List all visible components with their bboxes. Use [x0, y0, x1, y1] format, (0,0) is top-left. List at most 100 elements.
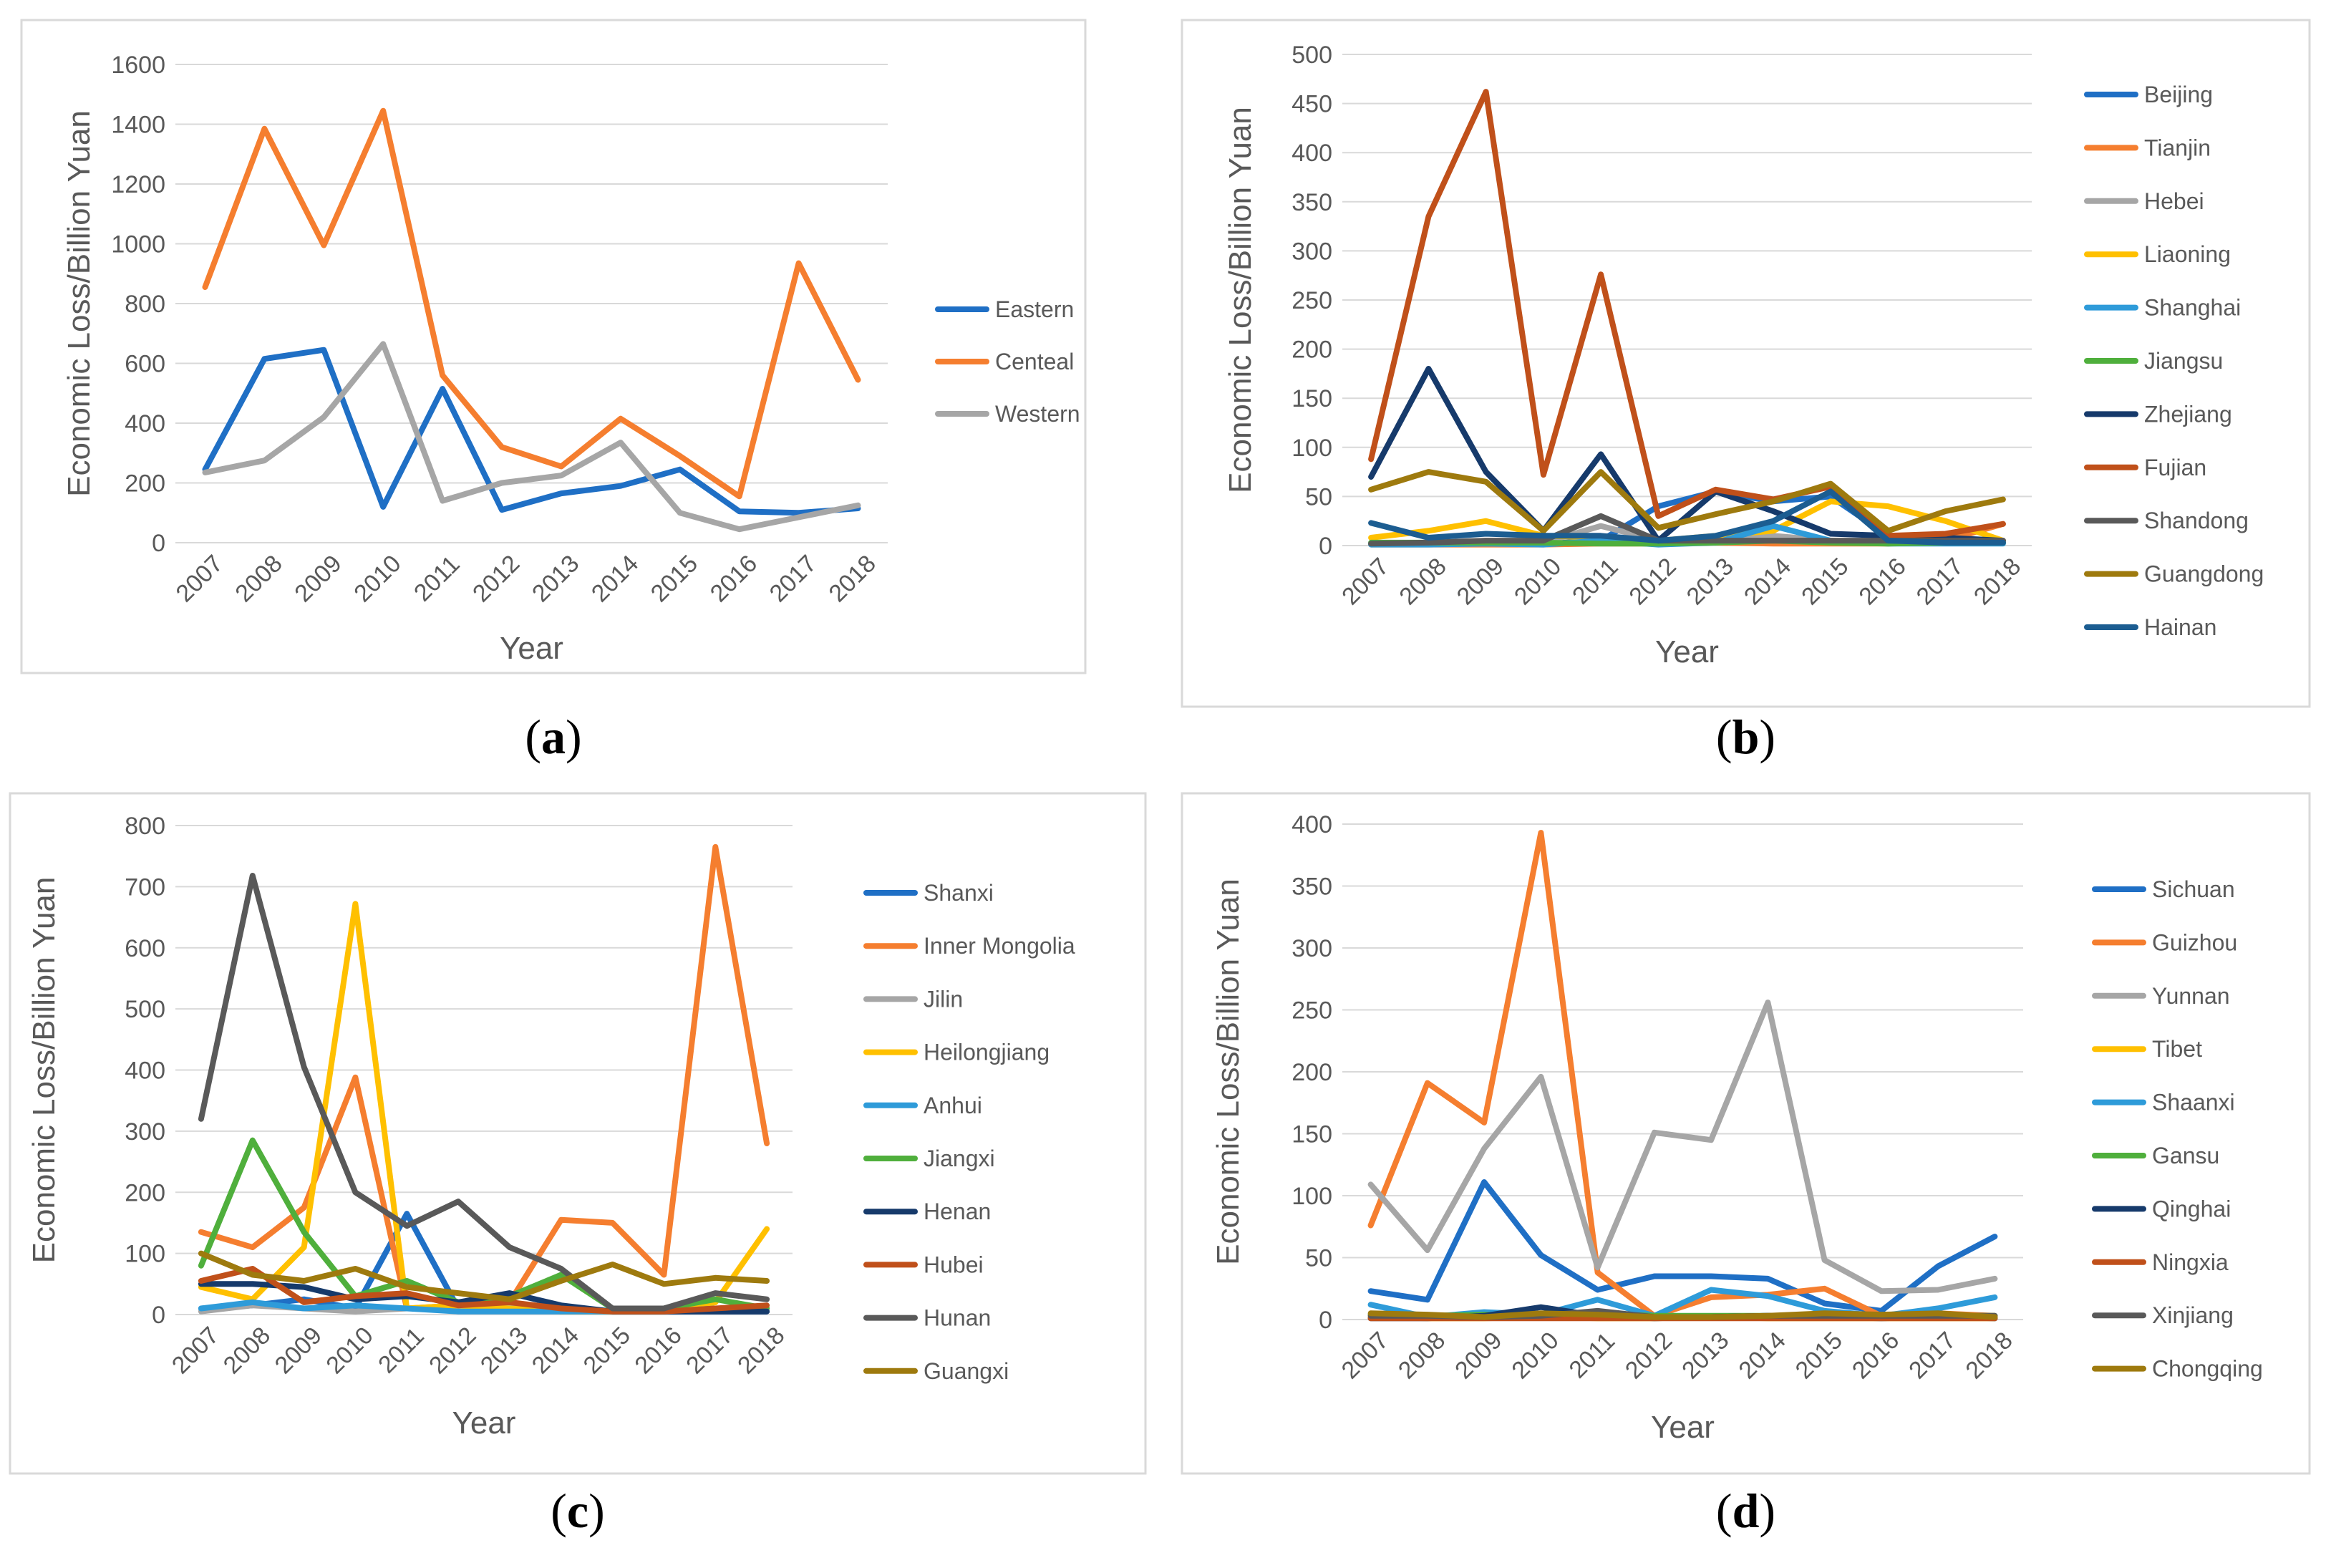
y-tick-label: 800	[125, 813, 165, 840]
legend-label: Jilin	[924, 986, 963, 1012]
y-tick-label: 400	[125, 410, 165, 437]
series-line-hubei	[198, 1266, 770, 1315]
y-tick-label: 350	[1292, 873, 1332, 901]
legend-label: Anhui	[924, 1093, 982, 1118]
legend-label: Chongqing	[2152, 1356, 2263, 1382]
series-line-chongqing	[1367, 1310, 1998, 1320]
y-tick-label: 400	[1292, 811, 1332, 838]
legend-label: Yunnan	[2152, 983, 2230, 1009]
y-tick-label: 0	[152, 530, 165, 557]
y-tick-label: 450	[1292, 91, 1332, 118]
y-tick-label: 100	[1292, 1183, 1332, 1210]
legend-label: Hunan	[924, 1305, 991, 1331]
series-line-guangdong	[1368, 469, 2006, 534]
chart-panel-d: 0501001502002503003504002007200820092010…	[1181, 792, 2311, 1475]
y-tick-label: 400	[125, 1058, 165, 1085]
legend-label: Fujian	[2144, 455, 2206, 480]
legend-label: Inner Mongolia	[924, 933, 1075, 959]
y-tick-label: 50	[1305, 483, 1332, 510]
x-axis-title: Year	[452, 1405, 516, 1441]
series-line-fujian	[1368, 89, 2006, 539]
legend-label: Heilongjiang	[924, 1040, 1050, 1065]
series-line-western	[202, 341, 861, 533]
series-line-guangxi	[198, 1250, 770, 1302]
y-tick-label: 700	[125, 873, 165, 901]
y-tick-label: 300	[1292, 935, 1332, 962]
panel-caption: (b)	[1716, 710, 1775, 764]
y-tick-label: 1000	[111, 231, 165, 258]
legend-label: Guizhou	[2152, 929, 2237, 955]
y-tick-label: 300	[1292, 238, 1332, 265]
legend-label: Zhejiang	[2144, 401, 2232, 427]
chart-border	[9, 792, 1147, 1475]
panel-caption: (a)	[525, 710, 581, 764]
y-tick-label: 1400	[111, 112, 165, 139]
legend-label: Hebei	[2144, 188, 2204, 214]
legend-label: Xinjiang	[2152, 1302, 2234, 1328]
legend-label: Hainan	[2144, 614, 2216, 640]
chart-panel-c: 0100200300400500600700800200720082009201…	[9, 792, 1147, 1475]
x-axis-title: Year	[1651, 1410, 1715, 1445]
chart-border	[20, 19, 1087, 674]
y-tick-label: 400	[1292, 140, 1332, 167]
y-tick-label: 800	[125, 291, 165, 318]
y-axis-title: Economic Loss/Billion Yuan	[62, 110, 97, 497]
y-tick-label: 1600	[111, 52, 165, 79]
y-tick-label: 200	[125, 1179, 165, 1206]
legend-label: Qinghai	[2152, 1196, 2231, 1221]
y-tick-label: 600	[125, 351, 165, 378]
legend-label: Beijing	[2144, 82, 2213, 107]
legend-label: Jiangsu	[2144, 348, 2223, 374]
y-tick-label: 0	[1319, 533, 1332, 560]
y-tick-label: 500	[125, 996, 165, 1023]
series-line-eastern	[202, 347, 861, 516]
legend-label: Ningxia	[2152, 1249, 2229, 1275]
panel-caption: (c)	[551, 1484, 605, 1538]
y-tick-label: 250	[1292, 997, 1332, 1025]
legend-label: Shanxi	[924, 880, 994, 906]
legend-label: Sichuan	[2152, 876, 2235, 902]
y-tick-label: 0	[152, 1302, 165, 1329]
legend-label: Eastern	[995, 296, 1074, 322]
y-tick-label: 250	[1292, 287, 1332, 314]
series-line-yunnan	[1367, 1000, 1998, 1294]
legend-label: Shaanxi	[2152, 1090, 2235, 1115]
legend-label: Western	[995, 401, 1080, 427]
y-tick-label: 600	[125, 935, 165, 962]
y-tick-label: 50	[1305, 1245, 1332, 1272]
series-line-sichuan	[1367, 1179, 1998, 1314]
y-tick-label: 200	[1292, 337, 1332, 364]
y-axis-title: Economic Loss/Billion Yuan	[1211, 879, 1246, 1265]
y-axis-title: Economic Loss/Billion Yuan	[26, 877, 62, 1264]
legend-label: Centeal	[995, 349, 1074, 374]
series-line-hunan	[198, 873, 770, 1312]
y-tick-label: 150	[1292, 385, 1332, 412]
legend-label: Shanghai	[2144, 295, 2241, 321]
y-axis-title: Economic Loss/Billion Yuan	[1223, 107, 1258, 493]
legend-label: Shandong	[2144, 508, 2249, 533]
legend-label: Gansu	[2152, 1143, 2219, 1168]
legend-label: Tianjin	[2144, 135, 2211, 160]
y-tick-label: 0	[1319, 1307, 1332, 1334]
legend-label: Guangdong	[2144, 561, 2264, 587]
y-tick-label: 350	[1292, 189, 1332, 216]
y-tick-label: 300	[125, 1118, 165, 1146]
legend-label: Jiangxi	[924, 1146, 995, 1171]
legend-label: Guangxi	[924, 1358, 1009, 1384]
y-tick-label: 100	[125, 1241, 165, 1268]
x-axis-title: Year	[500, 631, 563, 666]
panel-caption: (d)	[1716, 1484, 1775, 1538]
legend-label: Liaoning	[2144, 241, 2231, 267]
y-tick-label: 200	[125, 470, 165, 498]
y-tick-label: 100	[1292, 435, 1332, 462]
y-tick-label: 200	[1292, 1059, 1332, 1086]
series-line-centeal	[202, 107, 861, 500]
legend-label: Henan	[924, 1199, 991, 1224]
series-line-hainan	[1368, 488, 2006, 546]
y-tick-label: 1200	[111, 171, 165, 198]
x-axis-title: Year	[1655, 634, 1719, 669]
legend-label: Hubei	[924, 1252, 984, 1277]
